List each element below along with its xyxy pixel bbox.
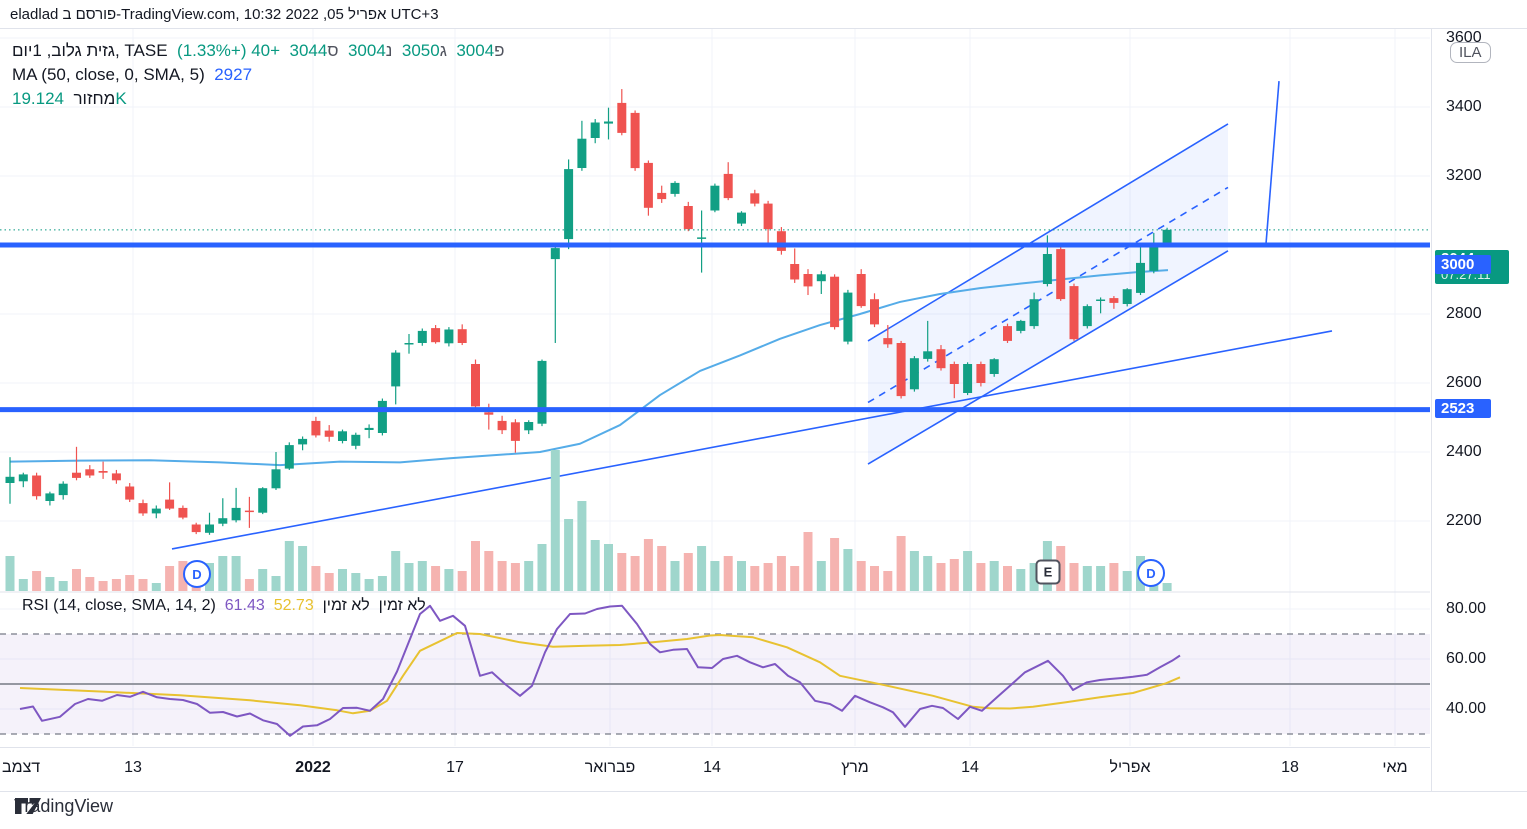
time-axis[interactable]: דצמב 13 2022 17 פברואר 14 מרץ 14 אפריל 18 מאי (0, 747, 1430, 791)
time-tick: פברואר (584, 759, 636, 776)
time-tick: 14 (703, 759, 721, 776)
tradingview-logo-icon (15, 798, 41, 814)
tradingview-footer[interactable]: TradingView (14, 796, 113, 817)
level-label-3000: 3000 (1435, 255, 1491, 274)
dividend-marker[interactable]: D (1137, 559, 1165, 587)
high-value: 3050 (401, 41, 440, 60)
volume-label: מחזור (73, 89, 116, 108)
legend-row-volume: מחזור 19.124K (12, 87, 505, 111)
time-tick: מרץ (841, 759, 869, 776)
publish-header: eladlad פורסם ב-TradingView.com, 10:32 א… (10, 6, 439, 23)
low-value: 3004 (347, 41, 386, 60)
change-value: +40 (+1.33%) (177, 41, 281, 60)
time-tick: 14 (961, 759, 979, 776)
time-tick: מאי (1382, 759, 1408, 776)
rsi-tick: 80.00 (1446, 600, 1487, 617)
time-tick: אפריל (1109, 759, 1151, 776)
price-tick: 3200 (1446, 167, 1482, 184)
close-value: 3044 (289, 41, 328, 60)
price-tick: 2800 (1446, 305, 1482, 322)
price-tick: 3400 (1446, 98, 1482, 115)
earnings-marker[interactable]: E (1035, 559, 1061, 585)
open-key: פ (494, 41, 505, 60)
time-tick: 17 (446, 759, 464, 776)
symbol-legend: גזית גלוב, 1יום, TASE פ3004 ג3050 נ3004 … (12, 39, 505, 111)
rsi-legend: RSI (14, close, SMA, 14, 2) 61.43 52.73 … (22, 597, 426, 615)
ma-label: MA (50, close, 0, SMA, 5) (12, 65, 205, 84)
time-tick: 18 (1281, 759, 1299, 776)
rsi-label: RSI (14, close, SMA, 14, 2) (22, 597, 216, 614)
dividend-marker[interactable]: D (183, 560, 211, 588)
time-tick: 2022 (295, 759, 331, 776)
legend-row-ma: MA (50, close, 0, SMA, 5) 2927 (12, 63, 505, 87)
rsi-tick: 40.00 (1446, 700, 1487, 717)
time-tick: דצמב (2, 759, 41, 776)
time-tick: 13 (124, 759, 142, 776)
symbol-title: גזית גלוב, 1יום, TASE (12, 41, 168, 60)
close-key: ס (327, 41, 339, 60)
low-key: נ (385, 41, 393, 60)
rsi-na-1: לא זמין (378, 597, 426, 614)
high-key: ג (439, 41, 447, 60)
rsi-sma-value: 52.73 (273, 597, 314, 614)
level-label-2523: 2523 (1435, 399, 1491, 418)
open-value: 3004 (456, 41, 495, 60)
rsi-tick: 60.00 (1446, 650, 1487, 667)
price-tick: 2600 (1446, 374, 1482, 391)
symbol-badge: ILA (1450, 42, 1491, 63)
rsi-value: 61.43 (224, 597, 265, 614)
price-tick: 2400 (1446, 443, 1482, 460)
legend-row-symbol: גזית גלוב, 1יום, TASE פ3004 ג3050 נ3004 … (12, 39, 505, 63)
volume-value: 19.124K (12, 89, 127, 108)
ma-value: 2927 (214, 65, 253, 84)
chart-container[interactable]: גזית גלוב, 1יום, TASE פ3004 ג3050 נ3004 … (0, 28, 1527, 792)
price-tick: 2200 (1446, 512, 1482, 529)
price-rsi-panes[interactable] (0, 29, 1430, 747)
price-tick: 3600 (1446, 29, 1482, 46)
rsi-na-2: לא זמין (322, 597, 370, 614)
